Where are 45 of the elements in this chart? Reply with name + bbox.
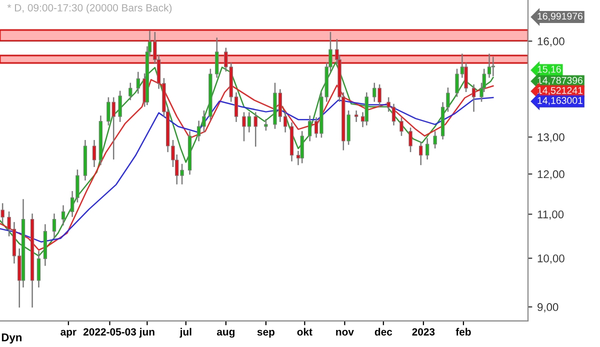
candlestick [61,205,66,226]
candlestick [52,214,56,239]
text: 14,521241 [538,86,582,96]
candlestick [354,110,358,122]
y-tick-label: 11,00 [538,210,564,220]
candlestick [491,56,495,76]
x-tick-label: sep [257,330,274,338]
x-tick-label: feb [456,328,471,336]
candlestick [300,131,304,164]
text: 14,787396 [538,76,583,85]
candlestick [419,142,423,166]
candlestick [215,38,219,78]
y-tick-label: 9,00 [538,303,558,312]
candlestick [472,84,476,112]
x-tick-label: jun [139,328,154,338]
candlestick [400,117,404,136]
x-tick-label: 2023 [412,328,435,336]
y-tick-label: 10,00 [538,254,564,264]
x-tick-label: jul [180,328,192,338]
y-tick-label: 12,00 [538,170,564,180]
text: 16,991976 [538,12,583,21]
chart-title: * D, 09:00-17:30 (20000 Bars Back) [7,4,172,14]
candlestick [408,128,412,152]
candlestick [254,112,258,147]
x-tick-label: aug [216,330,234,338]
candlestick [136,72,140,94]
text: Dyn [2,334,22,344]
candlestick [36,250,41,288]
candlestick [92,140,96,168]
x-tick-label: 2022-05-03 [83,328,136,336]
candlestick [264,118,268,131]
x-tick-label: nov [336,330,354,336]
y-tick-label: 16,00 [538,37,564,47]
y-tick-label: 13,00 [538,133,564,142]
candlestick [308,116,312,142]
text: 15,16 [538,66,561,74]
x-tick-label: okt [297,328,312,336]
candlestick [118,90,122,122]
x-tick-label: apr [60,330,76,338]
x-tick-label: dec [374,328,392,336]
candlestick [433,131,437,148]
candlestick [0,203,4,224]
candlestick [425,138,430,160]
candlestick [128,82,132,100]
text: 14,163001 [538,97,582,106]
